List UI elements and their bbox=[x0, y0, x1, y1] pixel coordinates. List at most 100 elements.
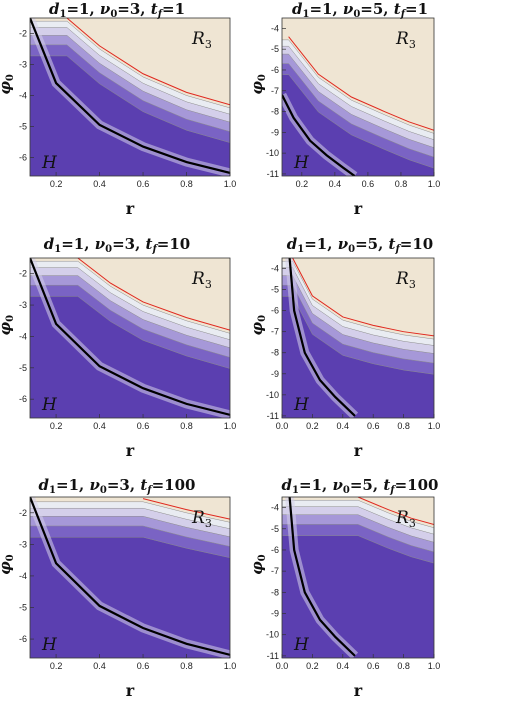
y-tick-label: -5 bbox=[19, 121, 27, 131]
y-tick-label: -4 bbox=[271, 23, 279, 33]
x-tick-label: 0.2 bbox=[306, 661, 319, 671]
panel-title: d1=1, ν0=5, tf=1 bbox=[292, 0, 428, 20]
x-axis-label: r bbox=[126, 199, 135, 218]
panel-4: 0.0 0.2 0.4 0.6 0.8 1.0 -4 -5 -6 -7 -8 -9 -10 -11 d1=1… bbox=[248, 235, 440, 460]
x-tick-label: 0.6 bbox=[367, 661, 380, 671]
x-tick-label: 0.2 bbox=[50, 661, 63, 671]
y-tick-label: -8 bbox=[271, 107, 279, 117]
y-tick-label: -5 bbox=[271, 44, 279, 54]
y-tick-label: -9 bbox=[271, 609, 279, 619]
contour-band-5 bbox=[282, 535, 434, 658]
y-tick-label: -11 bbox=[267, 411, 279, 421]
black-separatrix-curve bbox=[288, 258, 356, 417]
red-boundary-curve bbox=[288, 36, 434, 131]
black-separatrix-curve bbox=[30, 258, 230, 416]
region-label-r3: R3 bbox=[191, 29, 212, 51]
region-label-h: H bbox=[293, 635, 310, 655]
y-axis-label: φ0 bbox=[248, 315, 268, 336]
x-axis-label: r bbox=[126, 441, 135, 460]
region-label-r3: R3 bbox=[395, 29, 416, 51]
y-tick-label: -4 bbox=[19, 331, 27, 341]
plot-area bbox=[282, 18, 434, 176]
plot-frame bbox=[29, 17, 231, 177]
x-tick-label: 0.4 bbox=[93, 421, 106, 431]
y-tick-label: -5 bbox=[19, 363, 27, 373]
y-tick-label: -6 bbox=[271, 65, 279, 75]
x-axis-label: r bbox=[354, 199, 363, 218]
region-label-h: H bbox=[41, 635, 58, 655]
x-axis-label: r bbox=[354, 681, 363, 700]
region-label-h: H bbox=[293, 153, 310, 173]
contour-band-5 bbox=[30, 536, 230, 658]
y-tick-label: -9 bbox=[271, 127, 279, 137]
x-tick-label: 1.0 bbox=[428, 421, 441, 431]
plot-area bbox=[282, 497, 434, 658]
x-tick-label: 0.8 bbox=[395, 179, 408, 189]
x-tick-label: 0.8 bbox=[397, 661, 410, 671]
x-tick-label: 0.4 bbox=[337, 421, 350, 431]
y-tick-label: -10 bbox=[266, 148, 279, 158]
red-boundary-curve bbox=[357, 497, 434, 526]
x-tick-label: 0.4 bbox=[93, 179, 106, 189]
x-tick-label: 0.8 bbox=[180, 421, 193, 431]
y-axis-label: φ0 bbox=[0, 554, 16, 575]
y-tick-label: -2 bbox=[19, 269, 27, 279]
x-tick-label: 0.2 bbox=[296, 179, 309, 189]
x-tick-label: 0.0 bbox=[276, 661, 289, 671]
y-tick-label: -11 bbox=[267, 651, 279, 661]
red-boundary-curve bbox=[77, 258, 230, 331]
y-tick-label: -6 bbox=[271, 306, 279, 316]
y-tick-label: -3 bbox=[19, 539, 27, 549]
y-tick-label: -4 bbox=[271, 264, 279, 274]
y-axis-label: φ0 bbox=[0, 74, 16, 95]
y-tick-label: -3 bbox=[19, 59, 27, 69]
x-tick-label: 0.6 bbox=[362, 179, 375, 189]
y-tick-label: -8 bbox=[271, 587, 279, 597]
panel-5: 0.2 0.4 0.6 0.8 1.0 -2 -3 -4 -5 -6 d1=1, ν0=3, tf=… bbox=[0, 476, 236, 700]
y-tick-label: -10 bbox=[266, 390, 279, 400]
y-tick-label: -6 bbox=[19, 634, 27, 644]
y-tick-label: -4 bbox=[271, 503, 279, 513]
plot-frame bbox=[281, 257, 435, 419]
x-tick-label: 0.6 bbox=[137, 179, 150, 189]
y-tick-label: -5 bbox=[271, 524, 279, 534]
red-boundary-curve bbox=[292, 258, 434, 337]
plot-area bbox=[282, 258, 434, 418]
plot-area bbox=[30, 18, 230, 176]
x-tick-label: 0.4 bbox=[329, 179, 342, 189]
x-tick-label: 0.8 bbox=[397, 421, 410, 431]
y-tick-label: -4 bbox=[19, 90, 27, 100]
y-tick-label: -3 bbox=[19, 300, 27, 310]
x-tick-label: 1.0 bbox=[224, 179, 237, 189]
x-tick-label: 0.6 bbox=[137, 661, 150, 671]
plot-frame bbox=[281, 496, 435, 659]
panel-6: 0.0 0.2 0.4 0.6 0.8 1.0 -4 -5 -6 -7 -8 -9 -10 -11 d1=1… bbox=[248, 476, 440, 700]
x-tick-label: 1.0 bbox=[224, 661, 237, 671]
black-separatrix-curve bbox=[288, 497, 356, 657]
y-tick-label: -7 bbox=[271, 327, 279, 337]
black-separatrix-curve bbox=[282, 94, 356, 176]
y-tick-label: -2 bbox=[19, 508, 27, 518]
region-label-h: H bbox=[41, 395, 58, 415]
x-tick-label: 0.8 bbox=[180, 661, 193, 671]
x-tick-label: 0.2 bbox=[306, 421, 319, 431]
plot-frame bbox=[281, 17, 435, 177]
y-tick-label: -6 bbox=[19, 152, 27, 162]
y-tick-label: -6 bbox=[271, 545, 279, 555]
y-tick-label: -5 bbox=[271, 285, 279, 295]
y-tick-label: -5 bbox=[19, 602, 27, 612]
contour-band-5 bbox=[30, 55, 230, 176]
y-tick-label: -10 bbox=[266, 630, 279, 640]
x-tick-label: 0.6 bbox=[367, 421, 380, 431]
y-tick-label: -8 bbox=[271, 348, 279, 358]
x-tick-label: 0.2 bbox=[50, 179, 63, 189]
plot-frame bbox=[29, 257, 231, 419]
x-axis-label: r bbox=[354, 441, 363, 460]
x-tick-label: 0.6 bbox=[137, 421, 150, 431]
red-boundary-curve bbox=[66, 18, 230, 106]
x-tick-label: 0.2 bbox=[50, 421, 63, 431]
y-tick-label: -7 bbox=[271, 86, 279, 96]
x-tick-label: 0.4 bbox=[93, 661, 106, 671]
x-tick-label: 1.0 bbox=[428, 661, 441, 671]
